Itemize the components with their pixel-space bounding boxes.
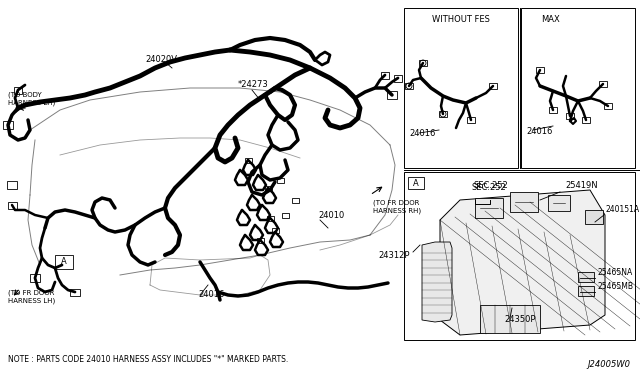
Bar: [578, 272, 594, 282]
Bar: [408, 177, 424, 189]
Text: SEC.252: SEC.252: [473, 181, 508, 190]
Text: 25465MB: 25465MB: [597, 282, 633, 291]
Bar: [480, 305, 540, 333]
Bar: [55, 255, 73, 269]
Bar: [566, 113, 574, 119]
Text: 24020V: 24020V: [145, 55, 177, 64]
Polygon shape: [440, 190, 605, 335]
Bar: [266, 215, 273, 221]
Bar: [264, 186, 271, 190]
Bar: [381, 71, 389, 78]
Bar: [489, 83, 497, 89]
Bar: [578, 286, 594, 296]
Bar: [244, 157, 252, 163]
Text: MAX: MAX: [541, 16, 560, 25]
Bar: [439, 111, 447, 117]
Text: SEC.252: SEC.252: [472, 183, 507, 192]
Text: 240151A: 240151A: [605, 205, 639, 214]
Text: A: A: [61, 257, 67, 266]
Bar: [548, 195, 570, 211]
Text: 24016: 24016: [409, 129, 435, 138]
Bar: [282, 212, 289, 218]
Bar: [404, 8, 518, 168]
Bar: [521, 8, 635, 168]
Text: 25465NA: 25465NA: [597, 268, 632, 277]
Bar: [271, 228, 278, 232]
Text: J24005W0: J24005W0: [587, 360, 630, 369]
Bar: [7, 181, 17, 189]
Text: 24350P: 24350P: [504, 315, 536, 324]
Bar: [70, 289, 80, 295]
Bar: [30, 274, 40, 282]
Bar: [394, 74, 402, 81]
Bar: [549, 107, 557, 113]
Bar: [510, 192, 538, 212]
Text: 25419N: 25419N: [565, 181, 598, 190]
Bar: [419, 60, 427, 66]
Bar: [404, 172, 635, 340]
Bar: [387, 91, 397, 99]
Bar: [467, 117, 475, 123]
Bar: [475, 198, 503, 218]
Text: 24312P: 24312P: [378, 251, 410, 260]
Polygon shape: [422, 242, 452, 322]
Text: A: A: [413, 179, 419, 187]
Bar: [276, 177, 284, 183]
Bar: [405, 83, 413, 89]
Text: (TO FR DOOR
HARNESS RH): (TO FR DOOR HARNESS RH): [373, 200, 421, 215]
Bar: [599, 81, 607, 87]
Text: (TO FR DOOR
HARNESS LH): (TO FR DOOR HARNESS LH): [8, 290, 55, 305]
Text: WITHOUT FES: WITHOUT FES: [432, 16, 490, 25]
Text: 24016: 24016: [526, 127, 552, 136]
Bar: [536, 67, 544, 73]
Bar: [8, 202, 17, 208]
Text: *24273: *24273: [238, 80, 269, 89]
Bar: [257, 237, 264, 243]
Text: 24010: 24010: [318, 211, 344, 220]
Bar: [291, 198, 298, 202]
Bar: [604, 103, 612, 109]
Bar: [14, 87, 22, 93]
Text: (TO BODY
HARNESS LH): (TO BODY HARNESS LH): [8, 92, 55, 106]
Text: NOTE : PARTS CODE 24010 HARNESS ASSY INCLUDES "*" MARKED PARTS.: NOTE : PARTS CODE 24010 HARNESS ASSY INC…: [8, 355, 288, 364]
Bar: [582, 117, 590, 123]
Bar: [585, 210, 603, 224]
Bar: [3, 121, 13, 129]
Text: 24016: 24016: [198, 290, 225, 299]
